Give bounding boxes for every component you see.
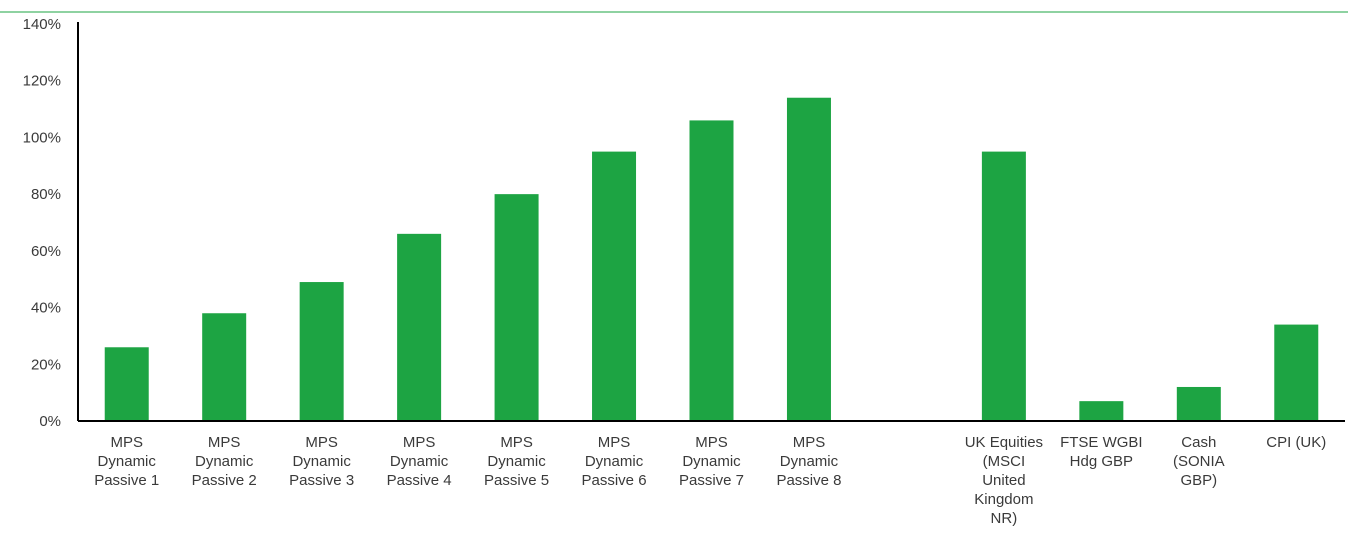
bar bbox=[786, 97, 831, 421]
x-category-label-line: MPS bbox=[695, 434, 728, 451]
x-category-label: MPS Dynamic Passive 5 bbox=[484, 434, 549, 489]
x-category-label-line: Dynamic bbox=[780, 453, 839, 470]
x-category-label-line: MPS bbox=[305, 434, 338, 451]
bar bbox=[981, 151, 1026, 421]
x-category-label: CPI (UK) bbox=[1266, 434, 1326, 451]
x-category-label: MPS Dynamic Passive 7 bbox=[679, 434, 744, 489]
x-category-label-line: (SONIA bbox=[1173, 453, 1225, 470]
x-category-label: MPS Dynamic Passive 8 bbox=[776, 434, 841, 489]
bar bbox=[202, 313, 247, 421]
x-category-label-line: Kingdom bbox=[974, 491, 1033, 508]
x-category-label: UK Equities (MSCI United Kingdom NR) bbox=[965, 434, 1043, 527]
x-category-label-line: MPS bbox=[403, 434, 436, 451]
x-category-label-line: Passive 8 bbox=[776, 472, 841, 489]
x-category-label-line: Dynamic bbox=[390, 453, 449, 470]
x-category-label-line: Passive 2 bbox=[192, 472, 257, 489]
x-category-label-line: Cash bbox=[1181, 434, 1216, 451]
bar bbox=[1176, 386, 1221, 421]
x-category-label-line: Dynamic bbox=[682, 453, 741, 470]
x-category-label-line: Dynamic bbox=[98, 453, 157, 470]
bar bbox=[494, 194, 539, 421]
bar bbox=[104, 347, 149, 421]
x-category-label-line: Passive 7 bbox=[679, 472, 744, 489]
x-category-label-line: (MSCI bbox=[983, 453, 1026, 470]
bar bbox=[592, 151, 637, 421]
bar bbox=[397, 233, 442, 421]
bars bbox=[104, 97, 1319, 422]
x-category-label-line: United bbox=[982, 472, 1025, 489]
x-category-label-line: Passive 5 bbox=[484, 472, 549, 489]
y-axis: 0% 20% 40% 60% 80% 100% 120% 140% bbox=[23, 16, 61, 430]
x-category-label-line: Passive 6 bbox=[582, 472, 647, 489]
y-tick-label: 0% bbox=[39, 413, 61, 430]
x-category-label: Cash (SONIA GBP) bbox=[1173, 434, 1225, 489]
y-tick-label: 40% bbox=[31, 300, 61, 317]
x-category-label-line: Dynamic bbox=[487, 453, 546, 470]
y-tick-label: 60% bbox=[31, 243, 61, 260]
x-category-label-line: Passive 1 bbox=[94, 472, 159, 489]
x-category-label: MPS Dynamic Passive 3 bbox=[289, 434, 354, 489]
x-category-label-line: Dynamic bbox=[195, 453, 254, 470]
x-category-label: MPS Dynamic Passive 2 bbox=[192, 434, 257, 489]
y-tick-label: 20% bbox=[31, 356, 61, 373]
x-category-label-line: UK Equities bbox=[965, 434, 1043, 451]
y-tick-label: 120% bbox=[23, 73, 61, 90]
x-category-label-line: MPS bbox=[110, 434, 143, 451]
x-category-label: MPS Dynamic Passive 4 bbox=[387, 434, 452, 489]
x-category-label-line: MPS bbox=[598, 434, 631, 451]
x-category-label-line: MPS bbox=[208, 434, 241, 451]
x-category-label-line: GBP) bbox=[1180, 472, 1217, 489]
y-tick-label: 140% bbox=[23, 16, 61, 33]
x-category-label-line: Hdg GBP bbox=[1070, 453, 1133, 470]
x-category-label-line: Dynamic bbox=[292, 453, 351, 470]
y-tick-label: 80% bbox=[31, 186, 61, 203]
x-category-label: MPS Dynamic Passive 6 bbox=[582, 434, 647, 489]
x-category-label-line: Dynamic bbox=[585, 453, 644, 470]
x-category-label-line: Passive 4 bbox=[387, 472, 452, 489]
x-category-label-line: MPS bbox=[793, 434, 826, 451]
x-category-label-line: NR) bbox=[991, 510, 1018, 527]
x-category-label-line: FTSE WGBI bbox=[1060, 434, 1143, 451]
bar bbox=[1079, 401, 1124, 421]
x-category-label: FTSE WGBI Hdg GBP bbox=[1060, 434, 1143, 470]
y-tick-label: 100% bbox=[23, 129, 61, 146]
x-category-label-line: Passive 3 bbox=[289, 472, 354, 489]
bar bbox=[299, 282, 344, 421]
bar bbox=[689, 120, 734, 422]
bar bbox=[1274, 324, 1319, 421]
x-category-label-line: MPS bbox=[500, 434, 533, 451]
x-category-label-line: CPI (UK) bbox=[1266, 434, 1326, 451]
x-category-label: MPS Dynamic Passive 1 bbox=[94, 434, 159, 489]
